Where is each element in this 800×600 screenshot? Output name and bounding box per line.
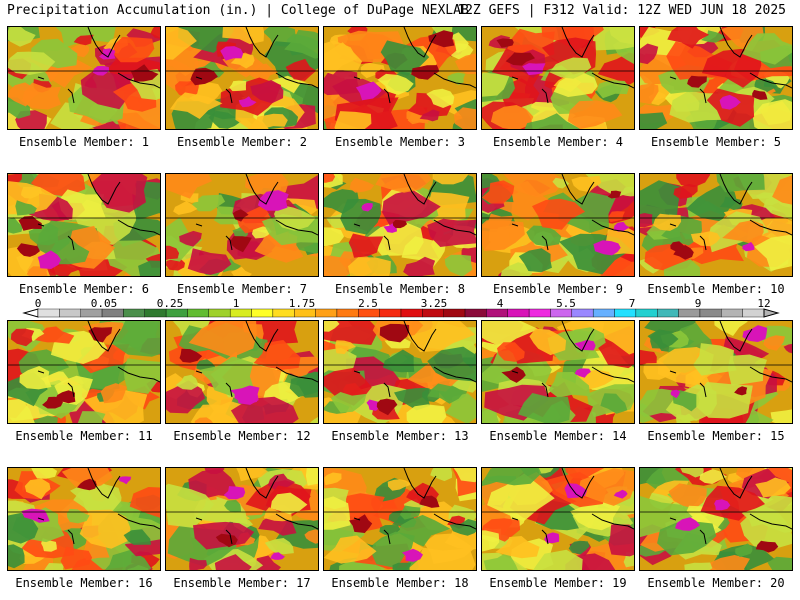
scale-tick-label: 5.5 — [556, 297, 576, 310]
scale-tick-label: 0 — [34, 297, 42, 310]
scale-tick-label: 2.5 — [358, 297, 378, 310]
scale-swatch — [443, 308, 466, 318]
scale-tick-label: 3.25 — [420, 297, 448, 310]
scale-swatch — [59, 308, 81, 318]
ensemble-member-label: Ensemble Member: 4 — [492, 135, 624, 149]
ensemble-member-label: Ensemble Member: 5 — [650, 135, 782, 149]
scale-swatch — [315, 308, 338, 318]
ensemble-map-panel — [323, 467, 477, 571]
scale-swatch — [507, 308, 530, 318]
scale-swatch — [165, 308, 188, 318]
ensemble-map-panel — [165, 26, 319, 130]
scale-swatch — [678, 308, 701, 318]
scale-left-arrow — [22, 308, 39, 318]
ensemble-member-label: Ensemble Member: 8 — [334, 282, 466, 296]
scale-swatch — [208, 308, 231, 318]
scale-swatch — [614, 308, 637, 318]
ensemble-member-label: Ensemble Member: 15 — [647, 429, 785, 443]
ensemble-map-panel — [481, 467, 635, 571]
scale-swatch — [721, 308, 743, 318]
ensemble-map-panel — [165, 173, 319, 277]
ensemble-map-panel — [323, 320, 477, 424]
ensemble-map-panel — [481, 173, 635, 277]
ensemble-member-label: Ensemble Member: 6 — [18, 282, 150, 296]
scale-swatch — [635, 308, 658, 318]
ensemble-member-label: Ensemble Member: 12 — [173, 429, 311, 443]
ensemble-map-panel — [7, 26, 161, 130]
scale-swatch — [528, 308, 551, 318]
ensemble-member-label: Ensemble Member: 18 — [331, 576, 469, 590]
ensemble-map-panel — [165, 320, 319, 424]
ensemble-member-label: Ensemble Member: 13 — [331, 429, 469, 443]
ensemble-map-panel — [7, 173, 161, 277]
ensemble-map-panel — [639, 173, 793, 277]
scale-tick-label: 4 — [496, 297, 504, 310]
ensemble-map-panel — [639, 467, 793, 571]
ensemble-map-panel — [639, 320, 793, 424]
ensemble-member-label: Ensemble Member: 1 — [18, 135, 150, 149]
scale-tick-label: 7 — [628, 297, 636, 310]
scale-swatch — [101, 308, 124, 318]
scale-swatch — [37, 308, 60, 318]
scale-swatch — [251, 308, 274, 318]
scale-swatch — [699, 308, 722, 318]
scale-swatch — [80, 308, 103, 318]
ensemble-member-label: Ensemble Member: 17 — [173, 576, 311, 590]
ensemble-member-label: Ensemble Member: 3 — [334, 135, 466, 149]
ensemble-map-panel — [639, 26, 793, 130]
scale-swatch — [358, 308, 380, 318]
map-title: Precipitation Accumulation (in.) | Colle… — [7, 3, 469, 18]
scale-swatch — [336, 308, 359, 318]
ensemble-map-panel — [7, 320, 161, 424]
scale-tick-label: 0.25 — [156, 297, 184, 310]
ensemble-member-label: Ensemble Member: 11 — [15, 429, 153, 443]
ensemble-member-label: Ensemble Member: 20 — [647, 576, 785, 590]
scale-tick-label: 0.05 — [90, 297, 118, 310]
scale-tick-label: 1 — [232, 297, 240, 310]
model-run-info: 12Z GEFS | F312 Valid: 12Z WED JUN 18 20… — [457, 3, 786, 18]
scale-swatch — [742, 308, 765, 318]
ensemble-map-panel — [323, 26, 477, 130]
scale-swatch — [592, 308, 615, 318]
scale-swatch — [272, 308, 295, 318]
scale-right-arrow — [763, 308, 780, 318]
ensemble-member-label: Ensemble Member: 16 — [15, 576, 153, 590]
ensemble-map-panel — [481, 26, 635, 130]
scale-swatch — [187, 308, 210, 318]
ensemble-map-panel — [481, 320, 635, 424]
scale-swatch — [657, 308, 679, 318]
scale-swatch — [294, 308, 316, 318]
scale-swatch — [229, 308, 252, 318]
scale-swatch — [144, 308, 167, 318]
scale-swatch — [123, 308, 145, 318]
ensemble-member-label: Ensemble Member: 2 — [176, 135, 308, 149]
ensemble-member-label: Ensemble Member: 10 — [647, 282, 785, 296]
scale-swatch — [550, 308, 573, 318]
ensemble-member-label: Ensemble Member: 7 — [176, 282, 308, 296]
ensemble-member-label: Ensemble Member: 19 — [489, 576, 627, 590]
scale-swatch — [464, 308, 487, 318]
scale-tick-label: 1.75 — [288, 297, 316, 310]
color-scale-bar — [22, 308, 780, 318]
scale-swatch — [400, 308, 423, 318]
ensemble-map-panel — [323, 173, 477, 277]
ensemble-map-panel — [165, 467, 319, 571]
scale-swatch — [379, 308, 402, 318]
ensemble-map-panel — [7, 467, 161, 571]
ensemble-member-label: Ensemble Member: 9 — [492, 282, 624, 296]
scale-swatch — [571, 308, 594, 318]
scale-swatch — [422, 308, 444, 318]
scale-tick-label: 9 — [694, 297, 702, 310]
scale-tick-label: 12 — [757, 297, 771, 310]
scale-swatch — [486, 308, 508, 318]
ensemble-member-label: Ensemble Member: 14 — [489, 429, 627, 443]
